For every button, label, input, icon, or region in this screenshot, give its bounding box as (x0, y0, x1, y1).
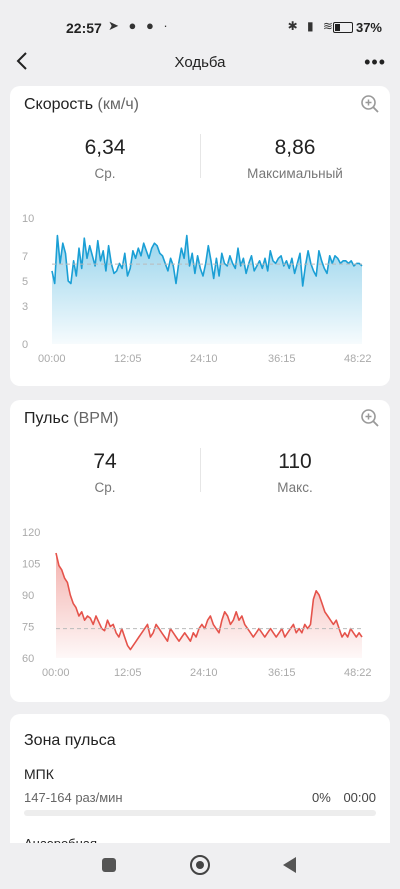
pulse-avg-stat: 74 Ср. (10, 450, 200, 495)
back-arrow-icon[interactable] (12, 50, 34, 72)
series-line (51, 234, 363, 287)
y-tick-label: 120 (22, 527, 40, 539)
speed-avg-label: Ср. (94, 166, 116, 181)
battery-icon (332, 22, 353, 33)
y-tick-label: 60 (22, 653, 34, 665)
x-tick-label: 00:00 (38, 353, 66, 365)
series-line (55, 552, 363, 651)
stat-divider (200, 134, 201, 178)
y-tick-label: 105 (22, 559, 40, 571)
zoom-in-icon[interactable] (360, 408, 380, 428)
pulse-avg-value: 74 (93, 450, 117, 473)
series-area (52, 235, 362, 344)
pulse-max-label: Макс. (277, 480, 313, 495)
battery-indicator: 37% (332, 20, 382, 35)
x-tick-label: 48:22 (344, 667, 372, 679)
navigation-bar (0, 843, 400, 889)
speed-avg-value: 6,34 (84, 136, 126, 159)
battery-level: 37% (355, 20, 382, 35)
pulse-card-title: Пульс (BPM) (24, 410, 119, 428)
pulse-card: Пульс (BPM) 74 Ср. 110 Макс. 60 75 90 105 12… (10, 400, 390, 702)
speed-max-value: 8,86 (274, 136, 316, 159)
notification-icons: ➤ ● ● · (108, 18, 171, 33)
recent-apps-icon[interactable] (102, 858, 116, 872)
pulse-chart: 60 75 90 105 120 00:00 12:05 24:10 36:15 48:22 (22, 527, 372, 679)
zoom-in-icon[interactable] (360, 94, 380, 114)
x-tick-label: 36:15 (268, 353, 296, 365)
speed-card-title: Скорость (км/ч) (24, 96, 139, 114)
speed-chart: 0 3 5 7 10 00:00 12:05 24:10 36:15 48:22 (22, 213, 372, 365)
pulse-title: Пульс (24, 410, 69, 427)
speed-avg-stat: 6,34 Ср. (10, 136, 200, 181)
zone-name: МПК (24, 766, 54, 782)
stat-divider (200, 448, 201, 492)
back-triangle-icon[interactable] (283, 857, 296, 873)
pulse-max-stat: 110 Макс. (200, 450, 390, 495)
zone-range: 147-164 раз/мин (24, 790, 123, 805)
x-tick-label: 00:00 (42, 667, 70, 679)
speed-max-label: Максимальный (247, 166, 343, 181)
x-tick-label: 48:22 (344, 353, 372, 365)
y-tick-label: 7 (22, 251, 28, 263)
pulse-unit: (BPM) (73, 410, 119, 427)
speed-title: Скорость (24, 96, 94, 113)
more-options-icon[interactable]: ••• (364, 52, 386, 72)
home-icon[interactable] (190, 855, 210, 875)
pulse-max-value: 110 (278, 450, 312, 473)
y-tick-label: 0 (22, 339, 28, 351)
top-bar: Ходьба ••• (0, 42, 400, 82)
x-tick-label: 12:05 (114, 667, 142, 679)
series-area (56, 553, 362, 658)
speed-max-stat: 8,86 Максимальный (200, 136, 390, 181)
pulse-avg-label: Ср. (94, 480, 116, 495)
zone-percent: 0% (312, 790, 331, 805)
x-tick-label: 12:05 (114, 353, 142, 365)
pulse-zone-title: Зона пульса (24, 732, 116, 749)
system-icons: ✱ ▮ ≋ (287, 19, 336, 33)
y-tick-label: 5 (22, 276, 28, 288)
y-tick-label: 3 (22, 301, 28, 313)
y-tick-label: 10 (22, 213, 34, 225)
speed-card: Скорость (км/ч) 6,34 Ср. 8,86 Максимальн… (10, 86, 390, 386)
speed-unit: (км/ч) (97, 96, 139, 113)
x-tick-label: 24:10 (190, 667, 218, 679)
x-tick-label: 24:10 (190, 353, 218, 365)
y-tick-label: 90 (22, 590, 34, 602)
page-title: Ходьба (174, 54, 226, 71)
zone-time: 00:00 (343, 790, 376, 805)
x-tick-label: 36:15 (268, 667, 296, 679)
status-time: 22:57 (66, 20, 102, 36)
zone-progress-bar (24, 810, 376, 816)
y-tick-label: 75 (22, 622, 34, 634)
status-bar: 22:57 ➤ ● ● · ✱ ▮ ≋ 37% (0, 0, 400, 40)
